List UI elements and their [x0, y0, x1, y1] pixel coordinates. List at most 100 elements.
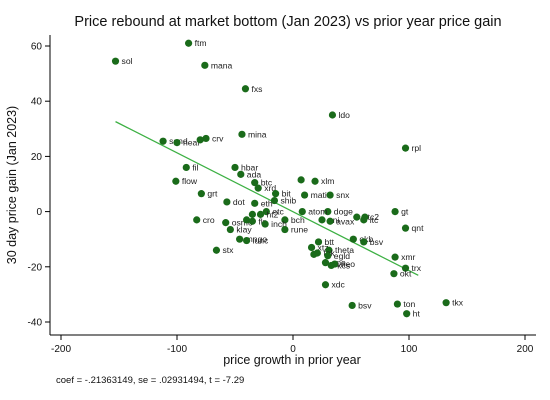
data-point-label: btc — [261, 178, 273, 188]
data-point — [237, 170, 245, 178]
data-point — [173, 139, 181, 147]
data-point-label: etc — [272, 207, 284, 217]
data-point-label: trx — [412, 263, 422, 273]
chart-title: Price rebound at market bottom (Jan 2023… — [74, 14, 501, 30]
data-point-label: xlm — [321, 176, 334, 186]
y-axis-title: 30 day price gain (Jan 2023) — [5, 106, 19, 264]
data-point — [297, 176, 305, 184]
data-point — [185, 39, 193, 47]
data-point-label: ftm — [195, 38, 207, 48]
data-point-label: okt — [400, 269, 412, 279]
data-point-label: neo — [341, 259, 356, 269]
data-point — [111, 57, 120, 65]
data-point-label: bit — [282, 189, 292, 199]
data-point — [325, 246, 333, 254]
data-point — [310, 250, 318, 258]
data-point — [222, 219, 230, 227]
data-point — [281, 216, 289, 224]
data-point — [349, 235, 357, 243]
data-point — [159, 137, 167, 145]
data-point — [324, 252, 332, 260]
data-point-label: hbar — [241, 162, 258, 172]
data-point-label: shib — [280, 196, 296, 206]
data-point — [301, 191, 309, 199]
data-point-label: xtz — [318, 242, 329, 252]
data-point — [324, 208, 332, 216]
data-point — [254, 184, 262, 192]
data-point-label: osmo — [232, 218, 253, 228]
data-point-label: avax — [336, 216, 355, 226]
data-point-label: ht — [413, 309, 421, 319]
data-point-label: crv — [212, 133, 224, 143]
data-point — [243, 236, 251, 245]
data-point-label: ht2 — [267, 209, 279, 219]
data-point-label: uni — [328, 215, 340, 225]
data-point-label: ape — [331, 258, 346, 268]
data-point — [261, 220, 269, 228]
data-point — [197, 190, 205, 198]
data-point — [401, 264, 410, 272]
data-point — [403, 310, 411, 318]
data-point-label: bch — [291, 215, 305, 225]
y-tick-label: 0 — [36, 207, 42, 218]
data-point — [391, 253, 399, 261]
data-point — [326, 217, 334, 225]
data-point — [182, 163, 190, 172]
data-point — [390, 270, 398, 278]
data-point — [311, 177, 319, 185]
data-point-label: near — [183, 138, 200, 148]
data-point-label: mngo — [246, 234, 268, 244]
y-tick-label: -40 — [28, 318, 43, 329]
x-axis-title: price growth in prior year — [223, 353, 361, 367]
data-point — [321, 281, 330, 289]
data-point — [262, 208, 270, 216]
data-point — [196, 136, 204, 144]
data-point-label: bsv — [370, 237, 384, 247]
data-point — [401, 144, 410, 152]
x-tick-label: -200 — [51, 344, 71, 355]
y-tick-label: 60 — [31, 42, 43, 53]
data-point-label: snx — [336, 190, 350, 200]
data-point — [256, 210, 265, 218]
data-point — [328, 111, 337, 119]
data-point — [248, 210, 256, 218]
data-point — [401, 224, 410, 232]
data-point — [226, 225, 234, 234]
regression-footnote: coef = -.21363149, se = .02931494, t = -… — [56, 375, 244, 386]
data-point — [251, 199, 259, 207]
data-point — [238, 130, 246, 138]
data-point-label: mati — [311, 190, 327, 200]
data-point — [241, 85, 250, 93]
data-point-label: lunc — [253, 236, 269, 246]
data-point-label: kcs — [337, 260, 350, 270]
x-tick-label: 0 — [290, 344, 296, 355]
data-point-label: xmr — [401, 252, 415, 262]
data-point — [231, 163, 239, 172]
data-point — [321, 259, 330, 267]
data-point-label: ada — [247, 169, 262, 179]
data-point — [298, 208, 306, 216]
data-point-label: qnt — [412, 223, 425, 233]
data-point — [236, 235, 244, 243]
data-point — [442, 299, 450, 307]
data-point — [361, 213, 369, 221]
data-point — [202, 134, 210, 143]
data-point — [212, 246, 221, 254]
data-point-label: sol — [122, 56, 133, 66]
data-point-label: atom — [308, 207, 327, 217]
data-point — [251, 179, 259, 187]
data-point — [243, 216, 251, 224]
data-point — [272, 190, 280, 198]
data-point — [223, 198, 231, 206]
data-point-label: ton — [403, 299, 415, 309]
data-point-label: eth — [261, 198, 273, 208]
data-point-label: theta — [335, 245, 354, 255]
data-point — [348, 301, 356, 310]
data-point-label: xdc — [331, 280, 345, 290]
data-point — [391, 208, 399, 216]
data-point — [360, 238, 368, 246]
data-point-label: btc2 — [363, 212, 379, 222]
fit-line — [115, 121, 419, 276]
data-point-label: cro — [203, 215, 215, 225]
